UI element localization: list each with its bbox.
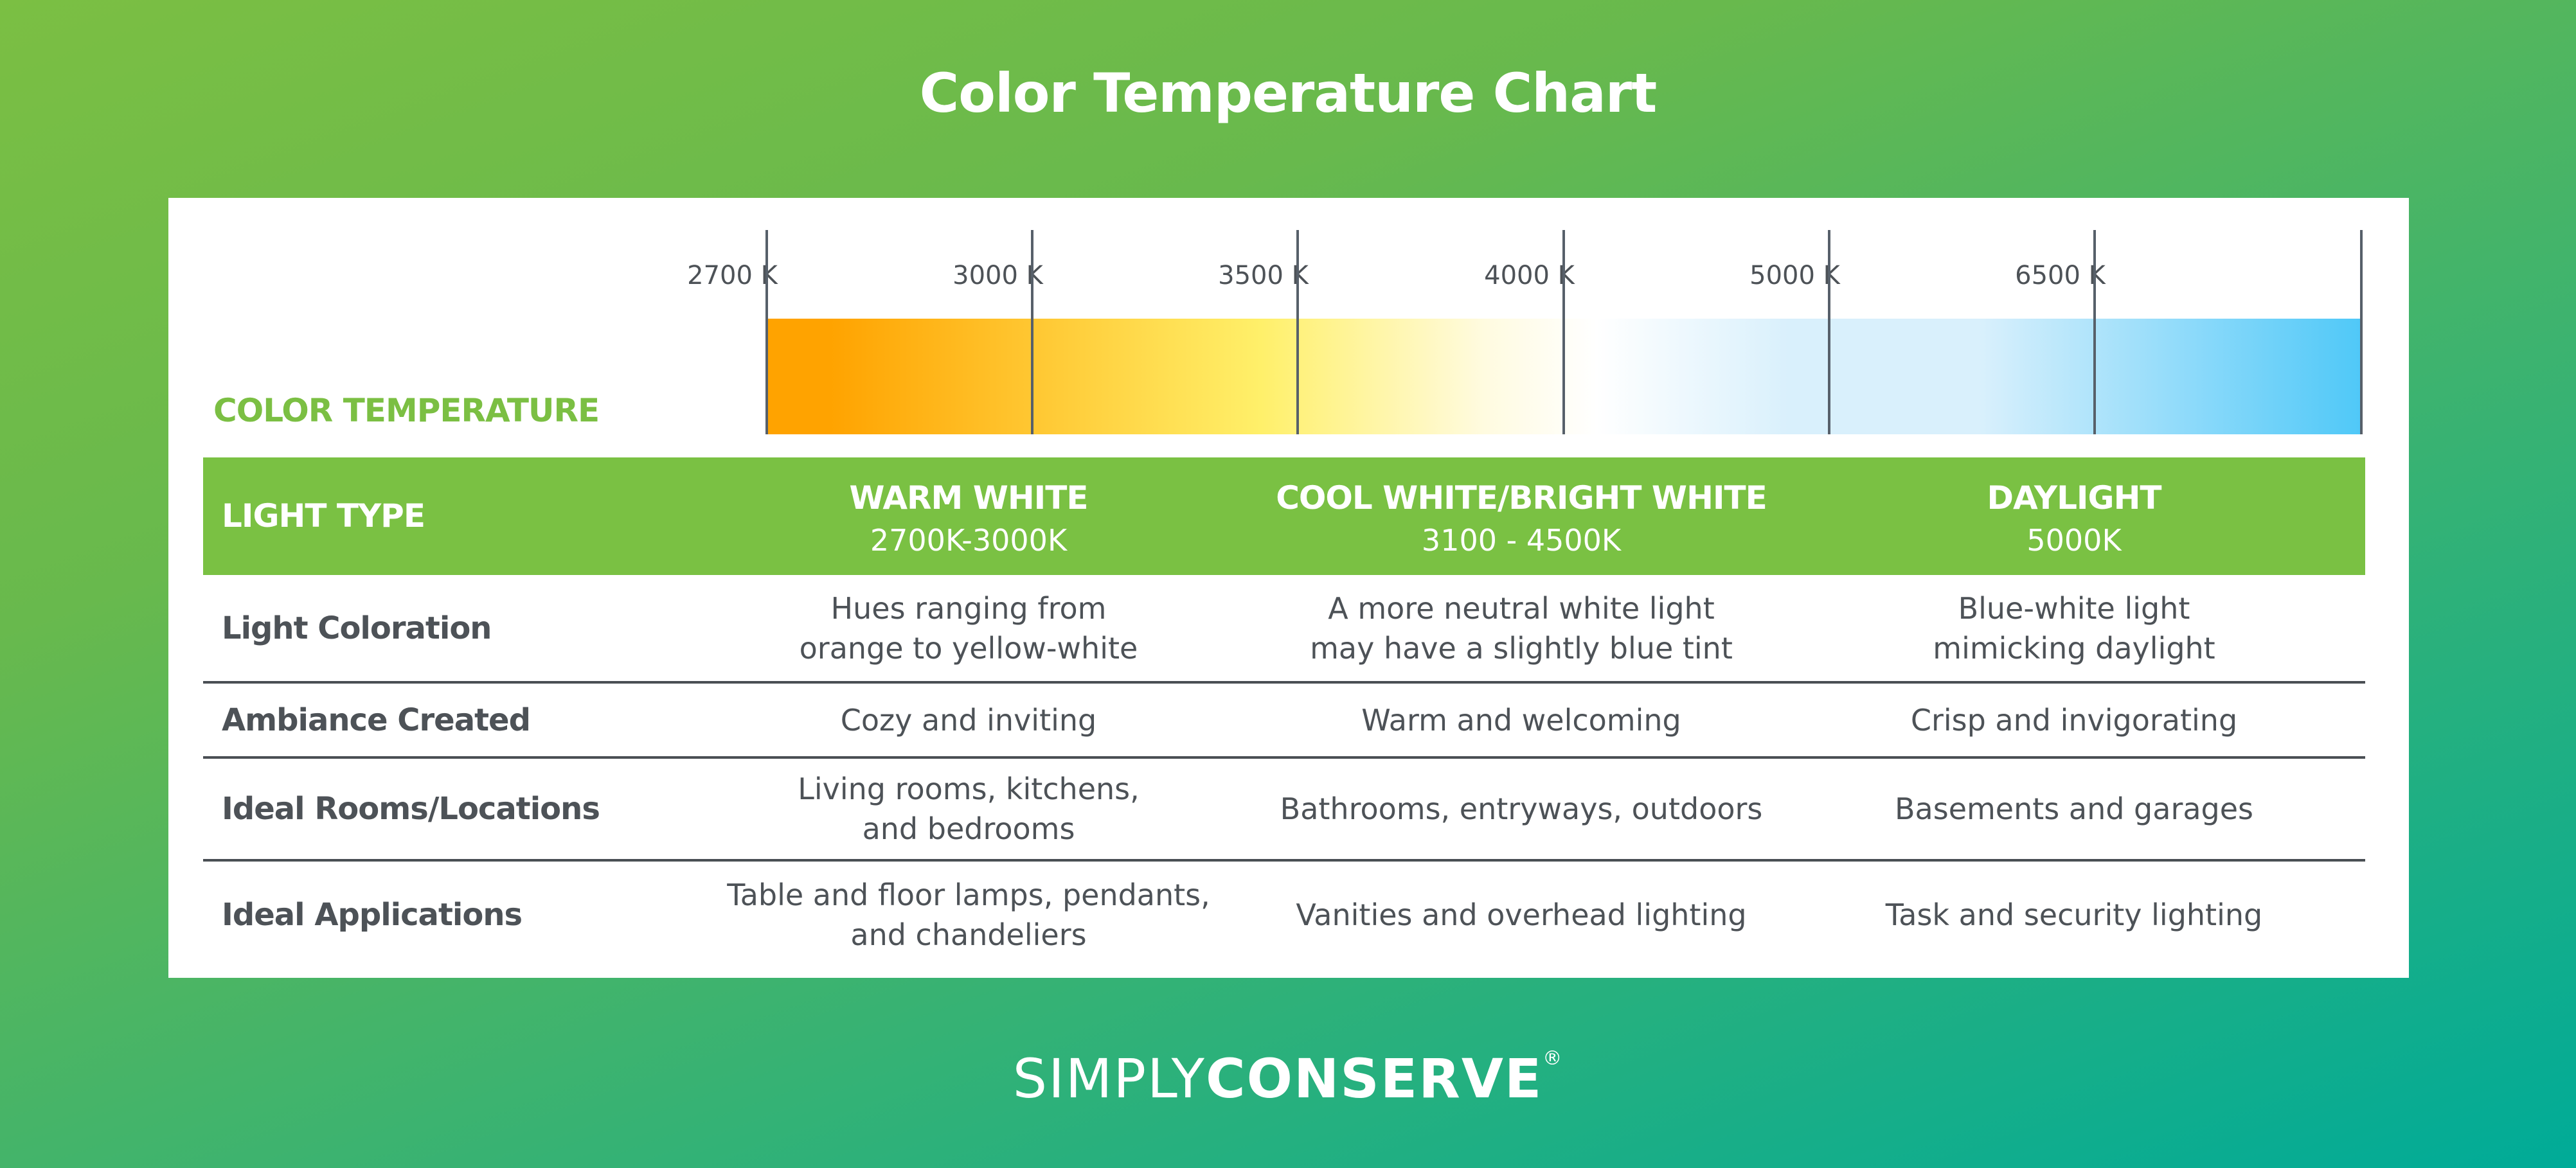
column-name: WARM WHITE	[849, 479, 1088, 517]
table-cell: Task and security lighting	[1885, 897, 2263, 932]
registered-mark: ®	[1543, 1047, 1564, 1070]
spectrum-divider	[765, 230, 768, 434]
table-cell: Warm and welcoming	[1361, 702, 1681, 738]
table-cell: Bathrooms, entryways, outdoors	[1280, 792, 1763, 826]
spectrum-divider	[2360, 230, 2363, 434]
spectrum-divider	[1296, 230, 1299, 434]
spectrum-divider	[2093, 230, 2096, 434]
chart-card: COLOR TEMPERATURE 2700 K 3000 K 3500 K 4…	[168, 198, 2409, 978]
column-name: DAYLIGHT	[1987, 479, 2161, 517]
light-type-label: LIGHT TYPE	[222, 497, 425, 535]
column-cool-white: COOL WHITE/BRIGHT WHITE 3100 - 4500K	[1245, 477, 1798, 562]
table-row-ideal-rooms: Ideal Rooms/Locations Living rooms, kitc…	[203, 759, 2365, 862]
row-label: Ideal Rooms/Locations	[222, 791, 600, 827]
table-cell: Table and floor lamps, pendants, and cha…	[727, 877, 1210, 952]
column-range: 5000K	[2026, 523, 2122, 558]
table-row-light-coloration: Light Coloration Hues ranging from orang…	[203, 575, 2365, 684]
column-daylight: DAYLIGHT 5000K	[1798, 477, 2350, 562]
brand-word-conserve: CONSERVE	[1205, 1047, 1543, 1110]
color-temperature-label: COLOR TEMPERATURE	[213, 392, 600, 429]
kelvin-label-5000: 5000 K	[1749, 261, 1840, 290]
kelvin-label-6500: 6500 K	[2015, 261, 2106, 290]
spectrum-divider	[1031, 230, 1033, 434]
spectrum-divider	[1562, 230, 1565, 434]
brand-logo: SIMPLYCONSERVE®	[0, 1047, 2576, 1110]
table-cell: Blue-white light mimicking daylight	[1933, 590, 2215, 666]
spectrum-divider	[1828, 230, 1830, 434]
kelvin-label-3500: 3500 K	[1218, 261, 1309, 290]
row-label: Ideal Applications	[222, 896, 523, 933]
page-title: Color Temperature Chart	[919, 62, 1658, 125]
kelvin-label-3000: 3000 K	[953, 261, 1043, 290]
kelvin-label-2700: 2700 K	[687, 261, 778, 290]
column-range: 2700K-3000K	[870, 523, 1068, 558]
column-name: COOL WHITE/BRIGHT WHITE	[1276, 479, 1767, 517]
table-cell: Crisp and invigorating	[1910, 702, 2238, 738]
column-warm-white: WARM WHITE 2700K-3000K	[692, 477, 1245, 562]
row-label: Ambiance Created	[222, 702, 531, 738]
table-cell: Vanities and overhead lighting	[1296, 897, 1747, 932]
table-cell: Living rooms, kitchens, and bedrooms	[798, 772, 1140, 846]
table-row-ambiance-created: Ambiance Created Cozy and inviting Warm …	[203, 684, 2365, 759]
brand-word-simply: SIMPLY	[1012, 1047, 1206, 1110]
table-cell: Hues ranging from orange to yellow-white	[799, 590, 1138, 666]
table-cell: A more neutral white light may have a sl…	[1310, 590, 1733, 666]
light-type-header: LIGHT TYPE WARM WHITE 2700K-3000K COOL W…	[203, 457, 2365, 575]
kelvin-label-4000: 4000 K	[1484, 261, 1575, 290]
row-label: Light Coloration	[222, 610, 492, 646]
table-cell: Cozy and inviting	[840, 702, 1097, 738]
table-row-ideal-applications: Ideal Applications Table and floor lamps…	[203, 862, 2365, 968]
column-range: 3100 - 4500K	[1421, 523, 1622, 558]
table-cell: Basements and garages	[1894, 792, 2254, 826]
